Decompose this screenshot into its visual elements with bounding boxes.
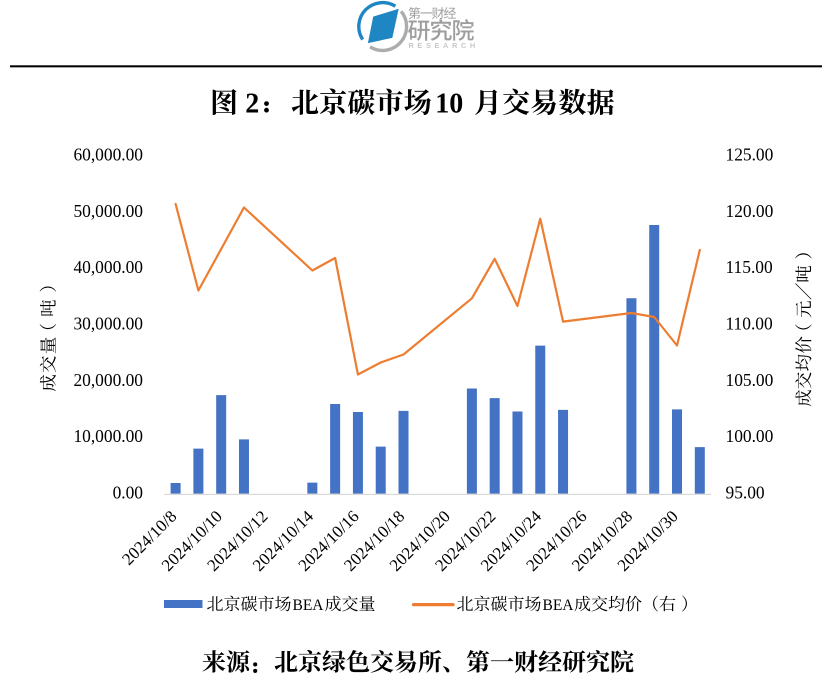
svg-text:50,000.00: 50,000.00 <box>73 201 143 221</box>
svg-text:RESEARCH: RESEARCH <box>409 41 479 50</box>
svg-text:0.00: 0.00 <box>113 483 144 503</box>
svg-text:110.00: 110.00 <box>726 314 773 334</box>
svg-text:20,000.00: 20,000.00 <box>73 370 143 390</box>
svg-text:100.00: 100.00 <box>726 426 774 446</box>
svg-text:30,000.00: 30,000.00 <box>73 314 143 334</box>
svg-text:10: 10 <box>435 89 463 120</box>
svg-text:40,000.00: 40,000.00 <box>73 257 143 277</box>
svg-text:105.00: 105.00 <box>726 370 774 390</box>
svg-text:120.00: 120.00 <box>726 201 774 221</box>
svg-text:BEA: BEA <box>293 597 325 614</box>
svg-text:2: 2 <box>245 89 259 120</box>
svg-text:10,000.00: 10,000.00 <box>73 426 143 446</box>
svg-text:125.00: 125.00 <box>726 145 774 165</box>
svg-text:BEA: BEA <box>543 597 575 614</box>
svg-text:115.00: 115.00 <box>726 257 773 277</box>
svg-text:95.00: 95.00 <box>726 483 765 503</box>
svg-text:60,000.00: 60,000.00 <box>73 145 143 165</box>
